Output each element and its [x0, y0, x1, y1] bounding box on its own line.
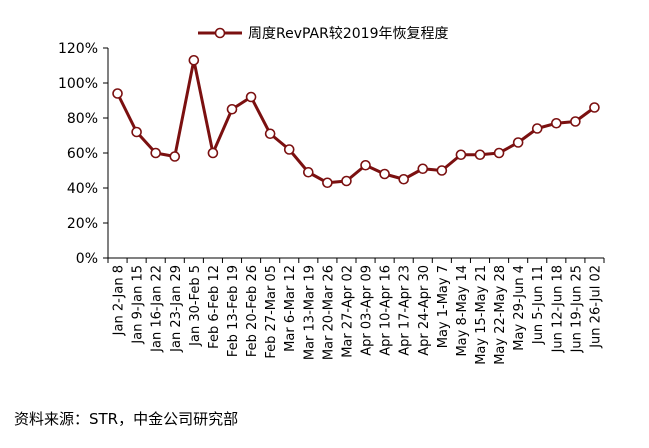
x-tick-label: Feb 13-Feb 19 — [226, 265, 241, 357]
x-tick-label: May 22-May 28 — [493, 265, 508, 365]
x-tick-label: Mar 27-Apr 02 — [340, 265, 355, 358]
data-point — [512, 137, 524, 148]
y-tick-label: 80% — [67, 111, 98, 127]
y-tick-label: 100% — [58, 76, 98, 92]
legend-swatch-marker — [214, 27, 226, 39]
x-tick-label: Jan 9-Jan 15 — [131, 265, 146, 345]
y-tick-label: 60% — [67, 146, 98, 162]
x-tick-label: Jan 23-Jan 29 — [169, 265, 184, 353]
data-point — [531, 123, 543, 134]
x-tick-label: May 8-May 14 — [455, 265, 470, 357]
line-chart: 0% 20% 40% 60% 80% 100% 120% Jan 2-Jan 8 Jan 9-… — [58, 25, 605, 365]
data-point — [474, 149, 486, 161]
series-line — [116, 58, 596, 185]
data-point — [264, 128, 276, 140]
x-tick-label: May 29-Jun 4 — [512, 265, 527, 351]
x-tick-label: Feb 20-Feb 26 — [245, 265, 260, 357]
data-point — [398, 173, 409, 185]
data-point — [150, 147, 161, 159]
x-axis: Jan 2-Jan 8 Jan 9-Jan 15 Jan 16-Jan 22 Jan … — [107, 257, 605, 365]
data-point — [341, 175, 352, 187]
series-layer — [112, 54, 600, 189]
data-point — [245, 91, 257, 103]
x-tick-label: Feb 6-Feb 12 — [207, 265, 222, 349]
x-tick-label: Jun 12-Jun 18 — [550, 265, 565, 353]
x-tick-label: Jun 19-Jun 25 — [569, 265, 584, 353]
data-point — [455, 149, 467, 161]
data-point — [169, 151, 181, 162]
x-tick-label: Jun 26-Jul 02 — [588, 265, 603, 349]
data-point — [322, 177, 333, 189]
data-point — [283, 144, 295, 155]
x-tick-label: Jan 2-Jan 8 — [112, 265, 127, 336]
source-note: 资料来源：STR，中金公司研究部 — [14, 410, 239, 428]
y-tick-label: 40% — [67, 181, 98, 197]
data-point — [551, 117, 562, 129]
x-tick-label: Mar 13-Mar 19 — [302, 265, 317, 360]
data-point — [303, 166, 314, 178]
x-tick-label: Jun 5-Jun 11 — [531, 265, 546, 345]
x-tick-label: Apr 24-Apr 30 — [417, 265, 432, 356]
x-tick-label: Apr 10-Apr 16 — [379, 265, 394, 356]
data-point — [570, 116, 581, 127]
x-tick-label: Apr 03-Apr 09 — [360, 265, 375, 356]
data-point — [436, 165, 448, 176]
x-tick-label: Jan 16-Jan 22 — [150, 265, 165, 353]
y-tick-label: 20% — [67, 216, 98, 232]
data-point — [589, 102, 600, 113]
x-tick-label: Mar 6-Mar 12 — [283, 265, 298, 352]
y-axis: 0% 20% 40% 60% 80% 100% 120% — [58, 41, 109, 267]
data-point — [493, 147, 505, 159]
data-point — [112, 88, 123, 99]
legend: 周度RevPAR较2019年恢复程度 — [198, 25, 448, 42]
x-tick-label: Apr 17-Apr 23 — [398, 265, 413, 356]
x-tick-label: Jan 30-Feb 5 — [188, 265, 203, 347]
data-point — [226, 103, 238, 115]
x-tick-label: May 15-May 21 — [474, 265, 489, 365]
data-point — [417, 163, 429, 175]
data-point — [379, 168, 390, 180]
data-point — [207, 147, 219, 159]
data-point — [188, 54, 200, 66]
y-tick-label: 0% — [76, 251, 98, 267]
y-tick-label: 120% — [58, 41, 98, 57]
x-tick-label: Feb 27-Mar 05 — [264, 265, 279, 359]
data-point — [360, 159, 371, 171]
x-tick-label: Mar 20-Mar 26 — [321, 265, 336, 360]
legend-label: 周度RevPAR较2019年恢复程度 — [248, 25, 448, 42]
data-point — [131, 126, 142, 138]
x-tick-label: May 1-May 7 — [436, 265, 451, 348]
